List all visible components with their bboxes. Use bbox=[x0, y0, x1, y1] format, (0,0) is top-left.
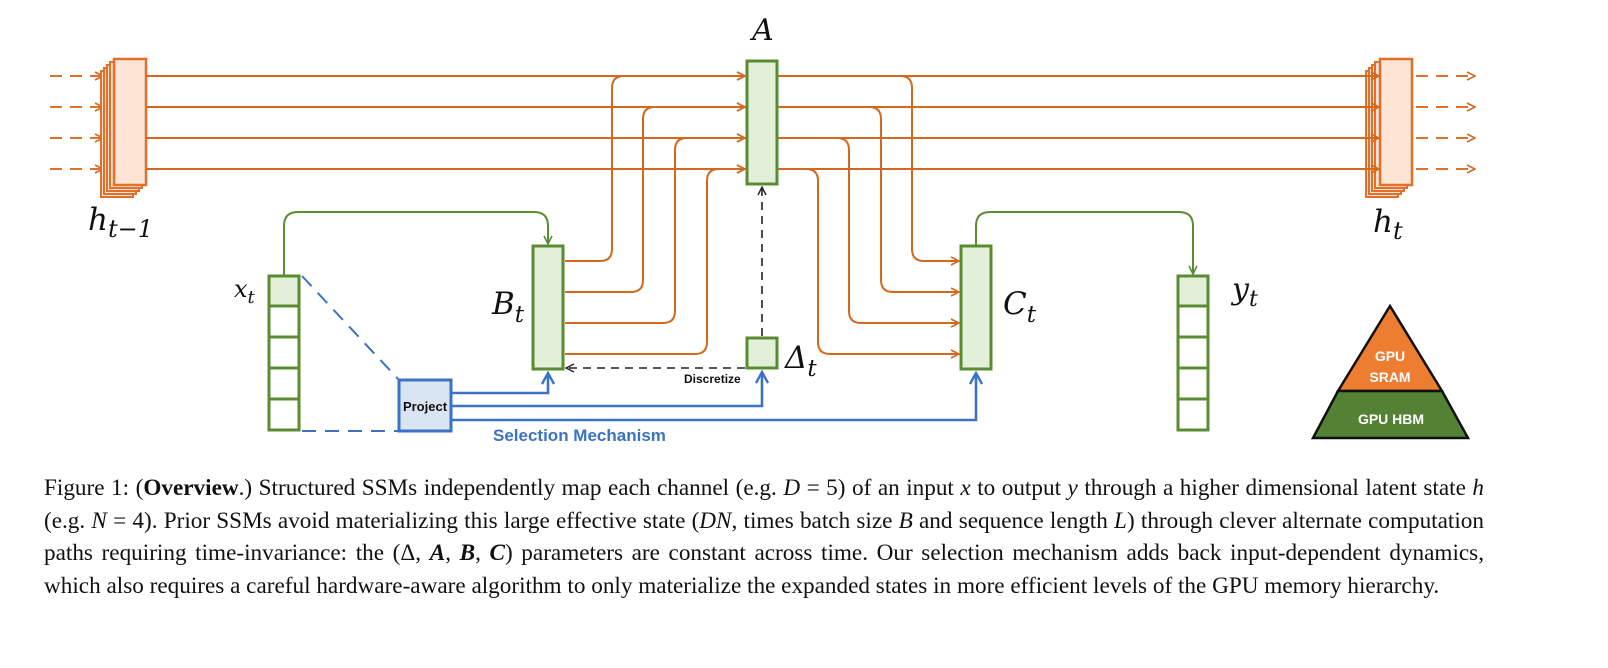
y-output-vector bbox=[1176, 274, 1210, 432]
sram-label-line2: SRAM bbox=[1369, 369, 1410, 385]
c-label: Ct bbox=[1003, 286, 1037, 328]
hbm-label: GPU HBM bbox=[1358, 411, 1424, 427]
a-label: A bbox=[749, 13, 774, 48]
memory-pyramid: GPU SRAM GPU HBM bbox=[1310, 303, 1471, 440]
state-block-h-prev bbox=[100, 57, 148, 198]
delta-label: Δt bbox=[784, 340, 817, 382]
b-matrix-block bbox=[531, 244, 565, 371]
b-to-state-arrows bbox=[565, 76, 744, 355]
x-label: xt bbox=[234, 275, 256, 308]
x-input-vector bbox=[267, 274, 301, 432]
h-prev-label: ht−1 bbox=[88, 202, 153, 243]
h-next-label: ht bbox=[1373, 204, 1403, 245]
caption-title: Overview bbox=[143, 475, 239, 501]
figure-caption: Figure 1: (Overview.) Structured SSMs in… bbox=[44, 475, 1485, 599]
x-to-b-arrow bbox=[283, 211, 548, 275]
project-connectors bbox=[301, 275, 400, 432]
sram-label-line1: GPU bbox=[1375, 348, 1405, 364]
project-box bbox=[397, 378, 453, 433]
hbm-level bbox=[1310, 389, 1471, 440]
state-to-c-arrows bbox=[778, 75, 958, 354]
ssm-diagram: A Bt Ct Δt Discretize xt yt Project bbox=[50, 13, 1608, 445]
state-block-h-next bbox=[1365, 57, 1414, 198]
c-to-y-arrow bbox=[975, 211, 1193, 273]
y-label: yt bbox=[1230, 272, 1258, 312]
delta-block bbox=[745, 336, 779, 370]
state-dashed-lines bbox=[50, 76, 1474, 169]
a-matrix-block bbox=[745, 59, 779, 186]
selection-mechanism-label: Selection Mechanism bbox=[493, 426, 666, 445]
selection-arrows bbox=[452, 373, 976, 422]
c-matrix-block bbox=[959, 244, 993, 371]
discretize-label: Discretize bbox=[684, 372, 741, 386]
b-label: Bt bbox=[491, 286, 525, 328]
project-label: Project bbox=[403, 399, 448, 414]
